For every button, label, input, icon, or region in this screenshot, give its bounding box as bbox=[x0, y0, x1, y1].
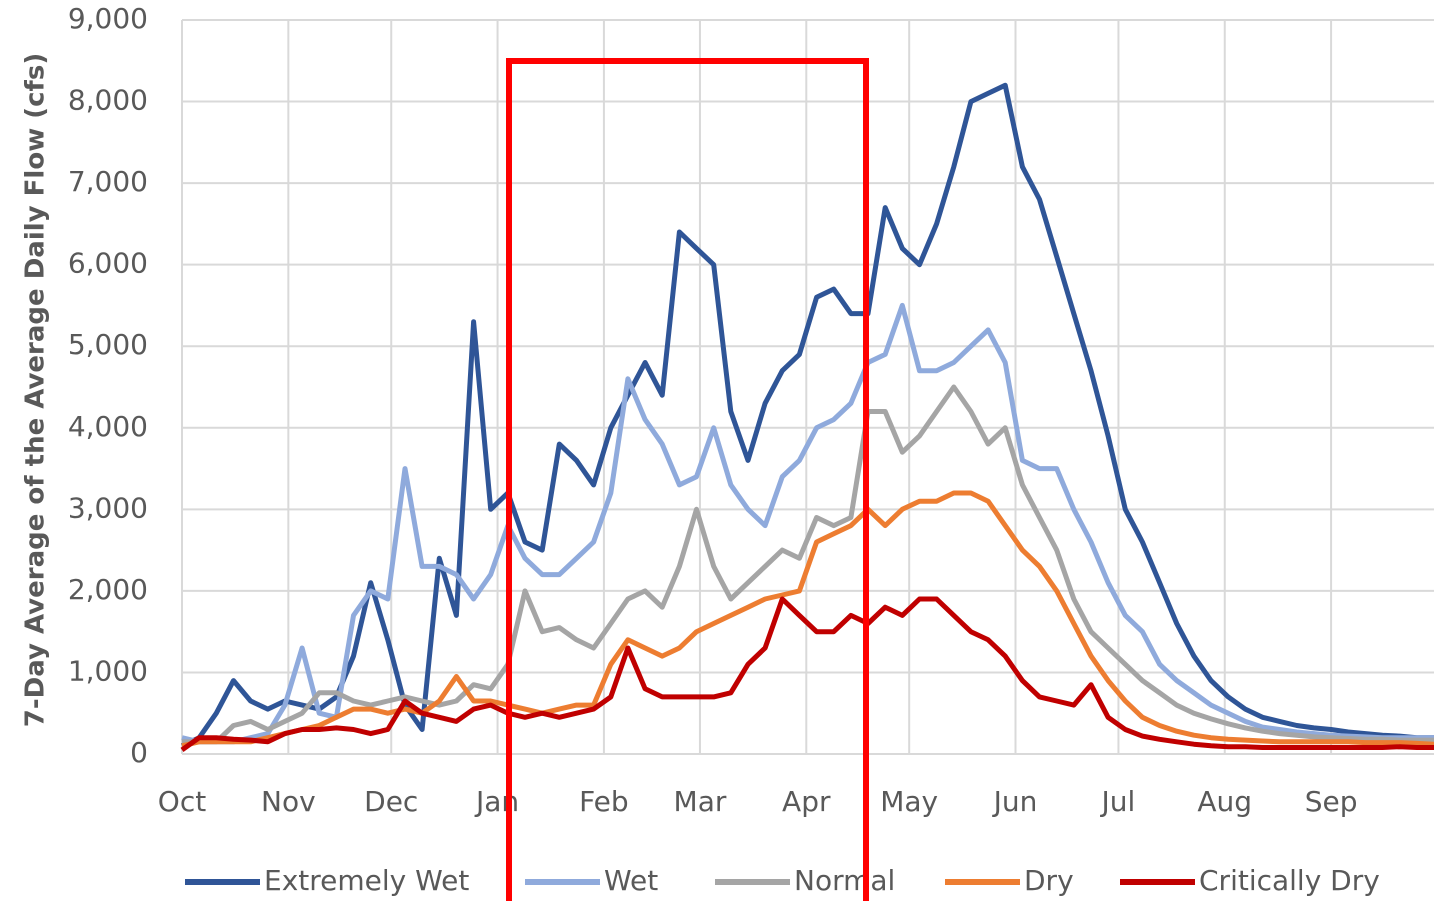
y-tick-label: 8,000 bbox=[68, 84, 148, 117]
y-tick-label: 4,000 bbox=[68, 410, 148, 443]
series-line bbox=[181, 490, 1434, 749]
x-tick-label: Mar bbox=[674, 785, 727, 818]
x-tick-label: Aug bbox=[1197, 785, 1252, 818]
series-line bbox=[180, 82, 1434, 749]
y-tick-label: 9,000 bbox=[68, 2, 148, 35]
legend-label: Critically Dry bbox=[1199, 864, 1380, 897]
legend-label: Dry bbox=[1024, 864, 1074, 897]
legend-label: Normal bbox=[794, 864, 895, 897]
x-tick-label: Feb bbox=[579, 785, 629, 818]
legend-label: Wet bbox=[604, 864, 658, 897]
legend-label: Extremely Wet bbox=[264, 864, 469, 897]
y-tick-label: 7,000 bbox=[68, 165, 148, 198]
y-tick-label: 3,000 bbox=[68, 491, 148, 524]
x-tick-label: Sep bbox=[1305, 785, 1358, 818]
x-tick-label: May bbox=[880, 785, 938, 818]
x-tick-label: Oct bbox=[158, 785, 206, 818]
y-tick-label: 1,000 bbox=[68, 654, 148, 687]
y-tick-label: 0 bbox=[130, 736, 148, 769]
highlight-box bbox=[506, 58, 869, 901]
x-tick-label: Apr bbox=[782, 785, 831, 818]
x-tick-label: Dec bbox=[364, 785, 418, 818]
series-line bbox=[180, 596, 1434, 752]
y-tick-label: 6,000 bbox=[68, 247, 148, 280]
x-tick-label: Jul bbox=[1100, 785, 1136, 818]
y-tick-label: 2,000 bbox=[68, 573, 148, 606]
y-axis-label: 7-Day Average of the Average Daily Flow … bbox=[21, 53, 51, 727]
x-tick-label: Nov bbox=[261, 785, 316, 818]
series-line bbox=[181, 302, 1434, 745]
y-tick-label: 5,000 bbox=[68, 328, 148, 361]
x-tick-label: Jan bbox=[474, 785, 519, 818]
series-line bbox=[182, 384, 1434, 745]
x-tick-label: Jun bbox=[992, 785, 1038, 818]
